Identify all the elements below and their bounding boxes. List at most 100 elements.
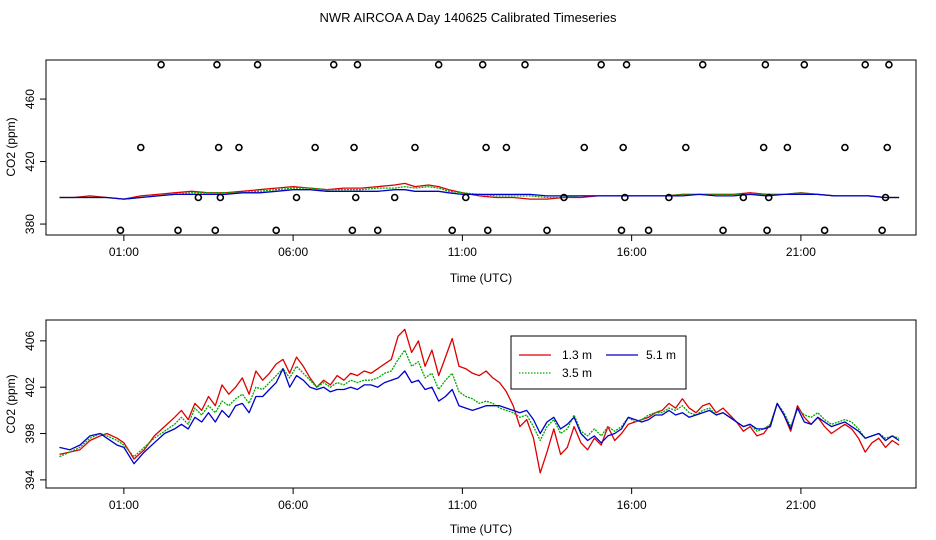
outlier-point: [216, 193, 225, 202]
outlier-point: [619, 143, 627, 152]
outlier-point: [211, 226, 220, 235]
bottom-x-tick-label: 16:00: [617, 498, 647, 512]
outlier-point: [820, 226, 829, 235]
bottom-y-axis-label: CO2 (ppm): [4, 374, 18, 433]
outlier-point: [482, 143, 490, 152]
bottom-series-group: [59, 328, 900, 474]
outlier-point: [116, 226, 125, 235]
outlier-point: [390, 193, 399, 202]
bottom-y-tick-label: 394: [23, 470, 37, 490]
top-series-co2-3-5m: [59, 185, 900, 200]
outlier-point: [763, 226, 771, 235]
outlier-point: [353, 60, 362, 69]
bottom-x-axis-label: Time (UTC): [450, 522, 512, 536]
outlier-point: [617, 226, 626, 235]
outlier-point: [434, 60, 443, 69]
top-x-axis-label: Time (UTC): [450, 271, 512, 285]
outlier-point: [783, 143, 792, 152]
outlier-point: [761, 60, 770, 69]
outlier-point: [136, 143, 145, 152]
top-series-group: [59, 182, 900, 200]
top-panel: 380 420 460 01:00 06:00 11:00 16:00 21:00 Time…: [4, 59, 917, 285]
top-y-tick-label: 460: [23, 89, 37, 109]
legend-box: [510, 335, 687, 390]
legend-label-1-3m: 1.3 m: [562, 348, 592, 362]
outlier-point: [644, 226, 653, 235]
outlier-point: [881, 193, 890, 202]
outlier-point: [194, 193, 203, 202]
top-series-co2-5-1m: [59, 189, 900, 200]
outlier-point: [272, 226, 280, 235]
outlier-point: [448, 226, 457, 235]
outlier-point: [351, 193, 360, 202]
top-x-tick-label: 06:00: [278, 245, 308, 259]
top-x-tick-label: 21:00: [786, 245, 816, 259]
outlier-point: [621, 193, 629, 202]
outlier-point: [502, 143, 511, 152]
bottom-x-tick-label: 01:00: [109, 498, 139, 512]
outlier-point: [878, 226, 886, 235]
outlier-point: [350, 143, 358, 152]
outlier-point: [800, 60, 809, 69]
outlier-point: [698, 60, 707, 69]
top-x-tick-label: 11:00: [448, 245, 477, 259]
outlier-point: [764, 193, 773, 202]
outlier-point: [841, 143, 849, 152]
outlier-point: [373, 226, 382, 235]
outlier-point: [597, 60, 605, 69]
outlier-point: [759, 143, 768, 152]
outlier-point: [235, 143, 243, 152]
outlier-point: [883, 143, 892, 152]
outlier-point: [521, 60, 529, 69]
top-y-tick-label: 420: [23, 151, 37, 171]
outlier-point: [461, 193, 470, 202]
legend: 1.3 m 3.5 m 5.1 m: [510, 335, 687, 390]
bottom-y-tick-label: 398: [23, 423, 37, 443]
outlier-point: [311, 143, 319, 152]
outlier-point: [543, 226, 551, 235]
outlier-point: [174, 226, 182, 235]
bottom-y-axis: 394 398 402 406: [23, 331, 46, 490]
bottom-y-tick-label: 406: [23, 331, 37, 351]
top-series-co2-1-3m: [59, 182, 900, 200]
outlier-point: [719, 226, 727, 235]
outlier-point: [292, 193, 301, 202]
outlier-point: [213, 60, 221, 69]
bottom-y-tick-label: 402: [23, 377, 37, 397]
legend-label-5-1m: 5.1 m: [646, 348, 676, 362]
bottom-series-co2-1-3m: [59, 328, 900, 474]
bottom-x-tick-label: 11:00: [448, 498, 477, 512]
legend-label-3-5m: 3.5 m: [562, 366, 592, 380]
outlier-point: [560, 193, 568, 202]
outlier-point: [253, 60, 262, 69]
bottom-x-axis: 01:00 06:00 11:00 16:00 21:00: [109, 488, 816, 512]
outlier-point: [411, 143, 419, 152]
outlier-point: [580, 143, 589, 152]
bottom-panel: 394 398 402 406 01:00 06:00 11:00 16:00 21:00 T…: [4, 319, 917, 536]
top-outlier-points: [116, 60, 893, 235]
outlier-point: [622, 60, 631, 69]
top-x-axis: 01:00 06:00 11:00 16:00 21:00: [109, 235, 816, 259]
bottom-plot-frame: [45, 319, 917, 489]
outlier-point: [739, 193, 748, 202]
outlier-point: [478, 60, 487, 69]
top-y-axis-label: CO2 (ppm): [4, 117, 18, 176]
outlier-point: [885, 60, 893, 69]
outlier-point: [665, 193, 673, 202]
top-x-tick-label: 16:00: [617, 245, 647, 259]
top-x-tick-label: 01:00: [109, 245, 139, 259]
bottom-series-co2-5-1m: [59, 368, 900, 465]
outlier-point: [329, 60, 338, 69]
top-y-tick-label: 380: [23, 214, 37, 234]
outlier-point: [483, 226, 492, 235]
outlier-point: [861, 60, 870, 69]
figure-title: NWR AIRCOA A Day 140625 Calibrated Times…: [320, 10, 617, 25]
outlier-point: [157, 60, 165, 69]
top-plot-frame: [45, 59, 917, 236]
top-y-axis: 380 420 460: [23, 89, 46, 234]
outlier-point: [214, 143, 223, 152]
bottom-series-co2-3-5m: [59, 349, 900, 458]
outlier-point: [682, 143, 690, 152]
outlier-point: [348, 226, 357, 235]
